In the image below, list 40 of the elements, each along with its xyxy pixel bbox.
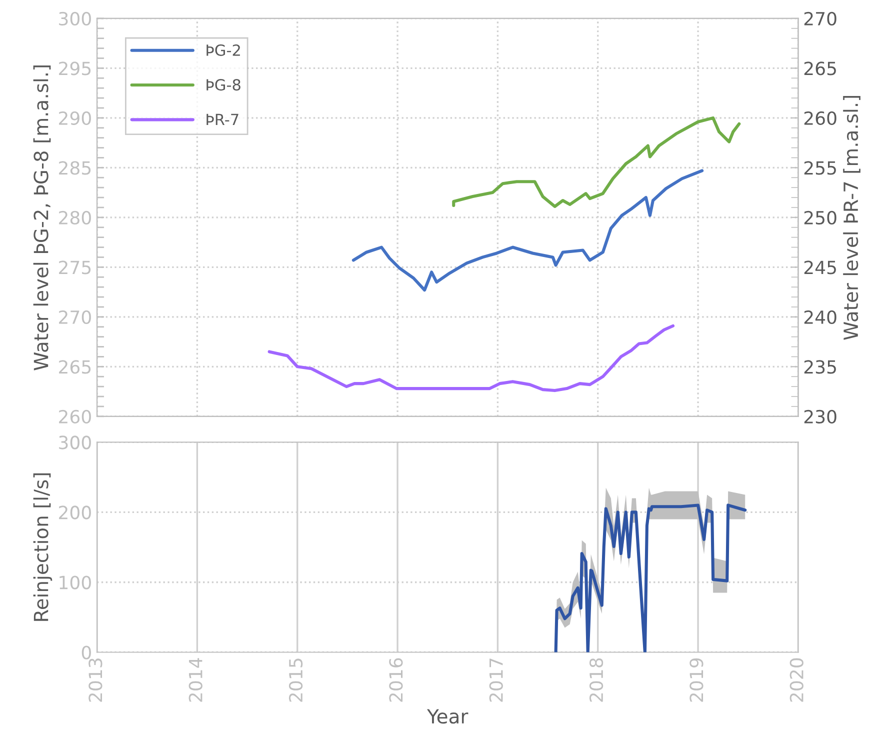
y-tick-label: 300 — [59, 436, 91, 450]
legend-label: ÞG-8 — [206, 79, 240, 91]
legend-label: ÞR-7 — [206, 114, 238, 126]
line-series — [452, 116, 741, 208]
y-tick-label: 265 — [59, 360, 91, 374]
y-tick-label: 275 — [59, 260, 91, 274]
y2-tick-label: 255 — [804, 161, 836, 175]
y-tick-label: 200 — [59, 506, 91, 520]
x-axis-title: Year — [426, 709, 468, 724]
y-tick-label: 280 — [59, 210, 91, 225]
legend-label: ÞG-2 — [206, 44, 240, 56]
y-tick-label: 100 — [60, 576, 91, 590]
y-tick-label: 0 — [82, 646, 91, 660]
y-tick-label: 285 — [59, 161, 91, 175]
y-axis-title: Water level ÞG-2, ÞG-8 [m.a.sl.] — [33, 66, 51, 370]
x-tick-label: 2014 — [188, 658, 202, 702]
x-tick-label: 2015 — [288, 658, 303, 702]
x-tick-label: 2016 — [389, 658, 403, 702]
x-tick-label: 2017 — [489, 658, 503, 702]
y2-tick-label: 250 — [804, 210, 836, 225]
y-axis-title: Reinjection [l/s] — [33, 473, 52, 621]
y2-tick-label: 260 — [804, 111, 836, 126]
y2-tick-label: 270 — [804, 12, 836, 26]
y2-axis-title: Water level ÞR-7 [m.a.sl.] — [843, 96, 860, 340]
y2-tick-label: 265 — [804, 62, 836, 76]
y2-tick-label: 235 — [804, 360, 836, 374]
y-tick-label: 270 — [59, 310, 91, 324]
line-series — [268, 324, 675, 392]
x-tick-label: 2020 — [790, 658, 804, 702]
line-series — [352, 169, 704, 292]
y2-tick-label: 240 — [804, 310, 836, 324]
y-tick-label: 290 — [59, 111, 91, 126]
y2-tick-label: 245 — [804, 260, 836, 274]
y2-tick-label: 230 — [804, 410, 836, 424]
x-tick-label: 2013 — [88, 658, 102, 702]
y-tick-label: 260 — [59, 410, 91, 424]
y-tick-label: 295 — [59, 62, 91, 76]
x-tick-label: 2018 — [589, 658, 604, 702]
y-tick-label: 300 — [59, 12, 91, 26]
x-tick-label: 2019 — [690, 658, 704, 702]
